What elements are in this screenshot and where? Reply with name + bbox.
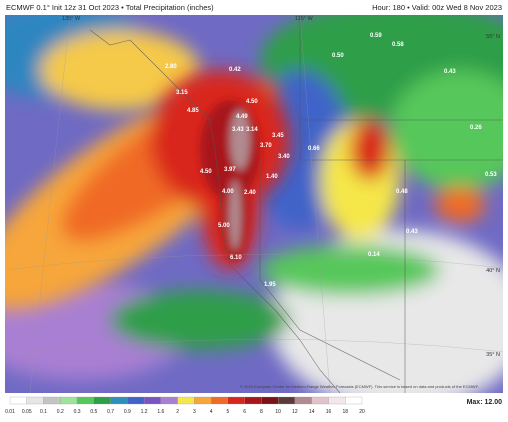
colorbar-swatch [60,396,78,405]
colorbar-tick-label: 0.1 [40,409,47,415]
map-value-label: 3.14 [246,127,258,133]
colorbar-tick-label: 6 [243,409,246,415]
colorbar-swatch [278,396,296,405]
colorbar-tick-label: 4 [210,409,213,415]
map-value-label: 3.45 [272,133,284,139]
colorbar-swatch [328,396,346,405]
header-title: ECMWF 0.1° Init 12z 31 Oct 2023 • Total … [6,3,214,12]
map-value-label: 0.43 [406,229,418,235]
map-value-label: 2.40 [244,190,256,196]
grid-label: 55° N [486,34,500,40]
map-value-label: 3.43 [232,127,244,133]
colorbar-tick-label: 8 [260,409,263,415]
map-value-label: 4.50 [200,169,212,175]
colorbar-tick-label: 3 [193,409,196,415]
colorbar-tick-label: 0.05 [22,409,32,415]
colorbar-swatch [294,396,312,405]
map-value-label: 0.59 [370,33,382,39]
colorbar-swatch [143,396,162,405]
map-value-label: 0.42 [229,67,241,73]
map-value-label: 6.10 [230,255,242,261]
colorbar-tick-label: 1.6 [157,409,164,415]
colorbar-tick-label: 10 [275,409,281,415]
colorbar-tick-label: 20 [359,409,365,415]
colorbar-swatch [43,396,61,405]
colorbar-tick-label: 14 [309,409,315,415]
colorbar-tick-label: 16 [326,409,332,415]
map-value-label: 0.58 [392,42,404,48]
colorbar-tick-label: 0.01 [5,409,15,415]
map-value-label: 3.15 [176,90,188,96]
colorbar-tick-label: 12 [292,409,298,415]
map-value-label: 0.26 [470,125,482,131]
colorbar-swatch [227,396,245,405]
credit: © 2023 European Centre for Medium-Range … [240,384,479,389]
max-value: Max: 12.00 [467,399,503,406]
map-value-label: 4.00 [222,189,234,195]
map-value-label: 0.53 [485,172,497,178]
colorbar-tick-label: 18 [342,409,348,415]
colorbar-swatch [210,396,229,405]
colorbar-tick-label: 5 [227,409,230,415]
map-value-label: 0.50 [332,53,344,59]
map-value-label: 4.85 [187,108,199,114]
colorbar-swatch [127,396,145,405]
map-value-label: 3.40 [278,154,290,160]
map-value-label: 0.43 [444,69,456,75]
colorbar-swatch [345,396,363,405]
colorbar-tick-label: 2 [176,409,179,415]
map-value-label: 0.14 [368,252,380,258]
grid-label: 40° N [486,268,500,274]
map-value-label: 1.40 [266,174,278,180]
colorbar-swatch [244,396,262,405]
colorbar-tick-label: 0.2 [57,409,64,415]
map-value-label: 4.49 [236,114,248,120]
header-valid: Hour: 180 • Valid: 00z Wed 8 Nov 2023 [372,3,502,12]
map-value-label: 3.70 [260,143,272,149]
colorbar-swatch [110,396,128,405]
map-value-label: 3.97 [224,167,236,173]
grid-label: 135° W [62,16,81,22]
map-value-label: 0.66 [308,146,320,152]
colorbar-swatch [261,396,279,405]
colorbar-swatch [76,396,94,405]
map-value-label: 1.95 [264,282,276,288]
grid-label: 115° W [295,16,313,22]
colorbar-tick-label: 0.9 [124,409,131,415]
map-value-label: 5.00 [218,223,230,229]
colorbar-swatch [194,396,212,405]
colorbar-tick-label: 1.2 [141,409,148,415]
colorbar-swatch [26,396,44,405]
colorbar-swatch [160,396,178,405]
map-value-label: 2.80 [165,64,177,70]
colorbar-swatch [311,396,329,405]
colorbar-swatch [177,396,195,405]
colorbar-swatch [93,396,111,405]
colorbar-tick-label: 0.3 [74,409,81,415]
grid-label: 35° N [486,352,500,358]
colorbar-tick-label: 0.7 [107,409,114,415]
colorbar-tick-label: 0.5 [90,409,97,415]
map [5,15,503,393]
map-value-label: 0.48 [396,189,408,195]
map-value-label: 4.50 [246,99,258,105]
colorbar-swatch [9,396,27,405]
